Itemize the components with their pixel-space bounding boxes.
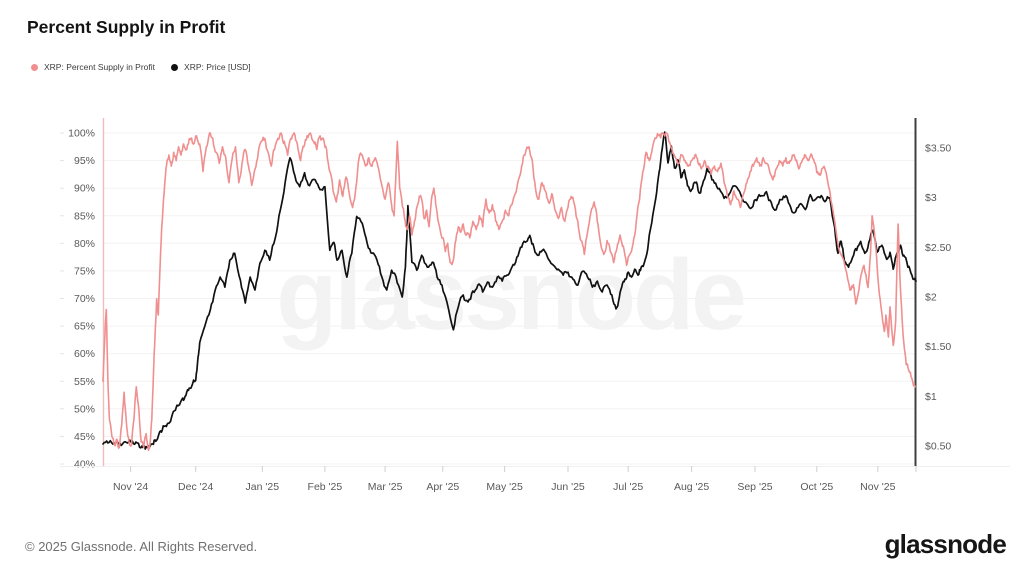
y-right-label: $1.50 [925, 341, 951, 353]
x-axis-label: Jul '25 [613, 481, 643, 493]
x-axis-label: Sep '25 [737, 481, 772, 493]
x-axis-label: Jan '25 [246, 481, 280, 493]
y-left-label: 75% [74, 265, 95, 277]
x-axis-label: Mar '25 [368, 481, 403, 493]
y-left-label: 80% [74, 238, 95, 250]
price-series-line [102, 131, 917, 450]
glassnode-logo[interactable]: glassnode [884, 529, 1007, 559]
y-right-label: $3 [925, 192, 937, 204]
y-left-label: 40% [74, 459, 95, 471]
x-axis-label: Nov '25 [860, 481, 895, 493]
y-left-label: 100% [68, 128, 95, 140]
legend-label-price: XRP: Price [USD] [184, 62, 251, 72]
y-left-label: 60% [74, 348, 95, 360]
percent-supply-dot-icon [31, 63, 38, 71]
legend-item-price[interactable]: XRP: Price [USD] [171, 62, 251, 72]
x-axis-label: Oct '25 [800, 481, 833, 493]
x-axis-label: Dec '24 [178, 481, 213, 493]
y-right-label: $3.50 [925, 143, 951, 155]
x-axis-label: Apr '25 [426, 481, 459, 493]
legend-item-percent-supply[interactable]: XRP: Percent Supply in Profit [31, 62, 155, 72]
y-left-label: 85% [74, 210, 95, 222]
y-right-label: $2 [925, 292, 937, 304]
legend-label-percent-supply: XRP: Percent Supply in Profit [44, 62, 156, 72]
y-right-label: $2.50 [925, 242, 951, 254]
y-right-label: $1 [925, 391, 937, 403]
chart-legend: XRP: Percent Supply in Profit XRP: Price… [31, 62, 251, 72]
y-left-label: 45% [74, 431, 95, 443]
x-axis-label: Nov '24 [113, 481, 148, 493]
x-axis-label: Jun '25 [551, 481, 585, 493]
y-left-label: 90% [74, 183, 95, 195]
price-dot-icon [171, 63, 179, 71]
y-right-label: $0.50 [925, 441, 951, 453]
y-left-label: 50% [74, 403, 95, 415]
y-left-label: 55% [74, 376, 95, 388]
x-axis-label: Aug '25 [674, 481, 709, 493]
copyright-text: © 2025 Glassnode. All Rights Reserved. [25, 539, 258, 554]
y-left-label: 65% [74, 321, 95, 333]
percent-supply-series-line [102, 132, 917, 452]
page-title: Percent Supply in Profit [27, 17, 226, 37]
x-axis-label: Feb '25 [308, 481, 343, 493]
y-left-label: 70% [74, 293, 95, 305]
x-axis-label: May '25 [486, 481, 523, 493]
y-left-label: 95% [74, 155, 95, 167]
